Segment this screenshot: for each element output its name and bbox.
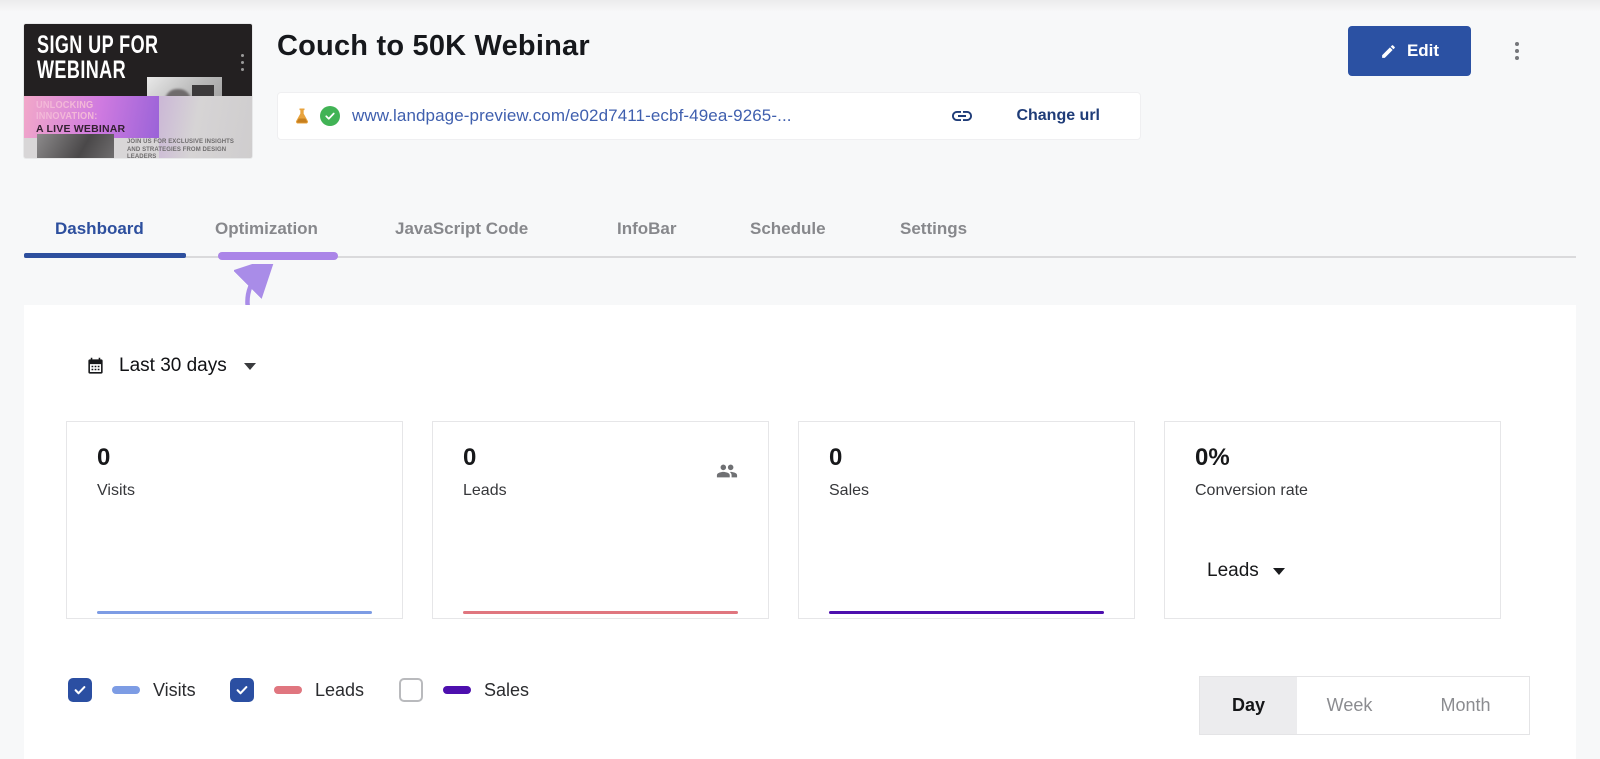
thumbnail-subtitle-line3: A LIVE WEBINAR <box>36 123 126 135</box>
edit-button[interactable]: Edit <box>1348 26 1471 76</box>
legend-item-leads: Leads <box>230 677 364 703</box>
visits-sparkline <box>97 611 372 614</box>
preview-url-link[interactable]: www.landpage-preview.com/e02d7411-ecbf-4… <box>352 106 792 125</box>
stat-card-visits: 0 Visits <box>66 421 403 619</box>
sales-sparkline <box>829 611 1104 614</box>
active-tab-underline <box>24 253 186 258</box>
visits-checkbox[interactable] <box>68 678 92 702</box>
legend-item-sales: Sales <box>399 677 529 703</box>
change-url-link[interactable]: Change url <box>1016 107 1100 124</box>
sales-label: Sales <box>829 482 870 499</box>
people-icon[interactable] <box>716 460 738 482</box>
legend-item-visits: Visits <box>68 677 196 703</box>
leads-sparkline <box>463 611 738 614</box>
dashboard-panel: Last 30 days 0 Visits 0 Leads 0 Sales 0%… <box>24 305 1576 759</box>
conversion-metric-value: Leads <box>1207 560 1259 581</box>
tabs-divider <box>24 256 1576 258</box>
experiment-flask-icon <box>292 106 312 126</box>
chevron-down-icon <box>1272 567 1285 575</box>
granularity-day[interactable]: Day <box>1200 677 1297 734</box>
top-shadow <box>0 0 1600 12</box>
edit-button-label: Edit <box>1406 41 1440 60</box>
leads-legend-label: Leads <box>315 679 365 700</box>
thumbnail-social-icons <box>241 54 244 71</box>
published-check-icon <box>320 106 340 126</box>
pencil-icon <box>1380 43 1397 60</box>
thumbnail-subtitle-line2: INNOVATION: <box>36 111 98 123</box>
granularity-week[interactable]: Week <box>1326 695 1373 715</box>
stat-card-leads: 0 Leads <box>432 421 769 619</box>
sales-legend-swatch <box>443 686 471 694</box>
thumbnail-photo-strip <box>37 134 114 158</box>
conversion-rate-label: Conversion rate <box>1195 482 1308 499</box>
leads-checkbox[interactable] <box>230 678 254 702</box>
thumbnail-gradient-band <box>24 96 159 138</box>
tab-optimization[interactable]: Optimization <box>215 219 318 238</box>
sales-legend-label: Sales <box>484 679 530 700</box>
tab-settings[interactable]: Settings <box>900 219 968 238</box>
thumbnail-subtitle-line1: UNLOCKING <box>36 100 94 111</box>
sales-checkbox[interactable] <box>399 678 423 702</box>
stat-card-sales: 0 Sales <box>798 421 1135 619</box>
visits-value: 0 <box>97 444 111 471</box>
tab-javascript-code[interactable]: JavaScript Code <box>395 219 529 238</box>
visits-legend-label: Visits <box>153 679 196 700</box>
tab-infobar[interactable]: InfoBar <box>617 219 677 238</box>
optimization-highlight-annotation <box>218 252 338 260</box>
conversion-metric-dropdown[interactable]: Leads <box>1207 560 1285 582</box>
chevron-down-icon <box>243 362 256 370</box>
date-range-dropdown[interactable]: Last 30 days <box>86 355 256 377</box>
landing-page-thumbnail[interactable]: SIGN UP FOR WEBINAR UNLOCKING INNOVATION… <box>24 24 252 158</box>
thumbnail-caption: JOIN US FOR EXCLUSIVE INSIGHTS AND STRAT… <box>127 139 235 158</box>
url-preview-bar: www.landpage-preview.com/e02d7411-ecbf-4… <box>277 92 1141 140</box>
visits-legend-swatch <box>112 686 140 694</box>
tab-schedule[interactable]: Schedule <box>750 219 826 238</box>
stat-card-conversion-rate: 0% Conversion rate Leads <box>1164 421 1501 619</box>
more-options-kebab-icon[interactable] <box>1505 36 1529 66</box>
page-title: Couch to 50K Webinar <box>277 30 590 62</box>
thumbnail-light-panel <box>159 96 252 158</box>
leads-label: Leads <box>463 482 507 499</box>
granularity-toggle: Day Week Month <box>1199 676 1530 735</box>
leads-legend-swatch <box>274 686 302 694</box>
visits-label: Visits <box>97 482 135 499</box>
thumbnail-headline: SIGN UP FOR WEBINAR <box>37 30 159 83</box>
conversion-rate-value: 0% <box>1195 444 1230 471</box>
leads-value: 0 <box>463 444 477 471</box>
thumbnail-subtitle: UNLOCKING INNOVATION: <box>36 100 97 122</box>
date-range-value: Last 30 days <box>119 355 227 376</box>
calendar-icon <box>86 357 105 376</box>
sales-value: 0 <box>829 444 843 471</box>
granularity-month[interactable]: Month <box>1440 695 1491 715</box>
tab-dashboard[interactable]: Dashboard <box>55 219 144 238</box>
copy-link-icon[interactable] <box>950 104 974 128</box>
